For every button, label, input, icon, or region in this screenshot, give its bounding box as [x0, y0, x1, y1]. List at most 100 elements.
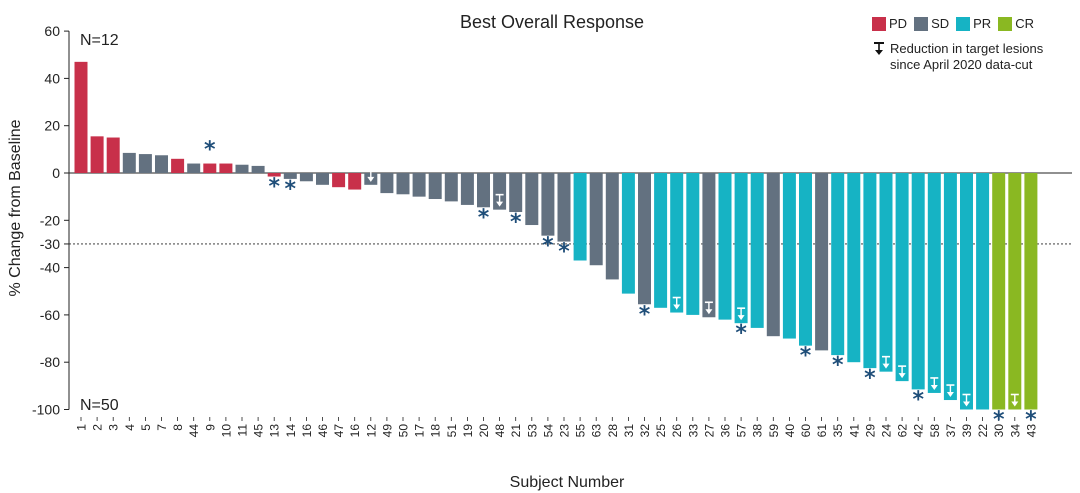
- bar: [766, 173, 780, 337]
- reduction-arrow-head: [898, 373, 906, 379]
- x-tick-label: 4: [123, 424, 137, 431]
- x-tick-label: 9: [203, 424, 217, 431]
- x-tick-label: 16: [300, 424, 314, 438]
- x-tick-label: 17: [413, 424, 427, 438]
- bar: [638, 173, 651, 305]
- chart-bars: [74, 61, 1038, 410]
- x-tick-label: 24: [880, 424, 894, 438]
- reduction-arrow-icon: [737, 307, 746, 321]
- bar: [251, 165, 265, 173]
- x-tick-label: 39: [960, 424, 974, 438]
- x-tick-label: 10: [219, 424, 233, 438]
- x-tick-label: 62: [896, 424, 910, 438]
- asterisk-marker: *: [204, 138, 216, 163]
- reduction-arrow-head: [963, 401, 970, 407]
- x-tick-label: 37: [944, 424, 958, 438]
- y-tick-label: -20: [40, 212, 60, 228]
- bar: [879, 173, 893, 372]
- x-tick-label: 14: [284, 424, 298, 438]
- x-tick-label: 1: [75, 424, 89, 431]
- asterisk-marker: *: [800, 344, 812, 369]
- x-tick-label: 32: [638, 424, 652, 438]
- bar: [573, 173, 587, 261]
- x-tick-label: 26: [670, 424, 684, 438]
- asterisk-marker: *: [832, 353, 844, 378]
- asterisk-marker: *: [1025, 408, 1037, 433]
- down-arrow-icon: [874, 42, 884, 55]
- y-tick-label: 0: [52, 165, 60, 181]
- bar: [976, 173, 990, 410]
- x-tick-label: 44: [187, 424, 201, 438]
- n-top-label: N=12: [80, 32, 119, 49]
- bar: [396, 173, 410, 195]
- bar: [74, 61, 88, 173]
- bar: [943, 173, 957, 401]
- bar: [589, 173, 603, 266]
- x-tick-label: 58: [928, 424, 942, 438]
- y-tick-label: -30: [40, 236, 60, 252]
- x-tick-label: 27: [702, 424, 716, 438]
- legend-item-sd: SD: [914, 16, 949, 31]
- reduction-arrow-icon: [704, 301, 713, 315]
- x-tick-label: 60: [799, 424, 813, 438]
- asterisk-marker: *: [993, 408, 1005, 433]
- reduction-arrow-icon: [946, 384, 955, 398]
- bar: [90, 136, 104, 173]
- asterisk-marker: *: [912, 387, 924, 412]
- bar: [380, 173, 394, 194]
- asterisk-marker: *: [268, 175, 280, 200]
- bar: [155, 155, 168, 173]
- reduction-arrow-head: [930, 384, 938, 390]
- x-tick-label: 33: [686, 424, 700, 438]
- reduction-arrow-head: [673, 304, 681, 310]
- bar: [138, 154, 152, 173]
- reduction-arrow-head: [496, 201, 504, 207]
- legend-label-sd: SD: [931, 16, 950, 31]
- x-tick-label: 12: [364, 424, 378, 438]
- x-tick-label: 8: [171, 424, 185, 431]
- bar: [654, 173, 668, 308]
- bar: [235, 164, 249, 173]
- bar: [203, 163, 217, 173]
- asterisk-marker: *: [510, 210, 522, 235]
- chart-annotations: ** ** ** **** **** *: [204, 138, 1037, 433]
- bar: [815, 173, 829, 351]
- y-tick-label: -60: [40, 307, 60, 323]
- legend-item-pr: PR: [956, 16, 991, 31]
- bar: [960, 173, 973, 410]
- x-tick-label: 47: [332, 424, 346, 438]
- asterisk-marker: *: [478, 205, 490, 230]
- bar: [316, 173, 329, 185]
- bar: [702, 173, 716, 318]
- reduction-arrow-head: [737, 315, 745, 321]
- asterisk-marker: *: [864, 366, 876, 391]
- x-tick-label: 50: [397, 424, 411, 438]
- x-tick-label: 45: [252, 424, 266, 438]
- asterisk-marker: *: [542, 234, 554, 259]
- reduction-arrow-head: [946, 392, 954, 398]
- legend-swatch-cr: [998, 16, 1013, 31]
- reduction-arrow-icon: [898, 365, 907, 379]
- bar: [348, 173, 362, 190]
- x-tick-label: 22: [976, 424, 990, 438]
- y-tick-label: 40: [44, 70, 60, 86]
- reduction-arrow-icon: [1010, 393, 1019, 407]
- x-tick-label: 31: [622, 424, 636, 438]
- x-tick-label: 35: [831, 424, 845, 438]
- bar: [621, 173, 635, 294]
- bar: [267, 173, 281, 177]
- x-tick-label: 54: [541, 424, 555, 438]
- bar: [895, 173, 909, 382]
- y-tick-label: 60: [44, 23, 60, 39]
- bar: [557, 173, 571, 242]
- x-tick-label: 51: [445, 424, 459, 438]
- bar: [509, 173, 523, 213]
- reduction-arrow-icon: [672, 296, 681, 310]
- legend-status-row: PD SD PR CR: [872, 16, 1043, 31]
- x-tick-label: 43: [1024, 424, 1038, 438]
- x-tick-label: 55: [574, 424, 588, 438]
- legend-item-cr: CR: [998, 16, 1034, 31]
- x-tick-label: 42: [912, 424, 926, 438]
- x-tick-label: 36: [719, 424, 733, 438]
- bar: [283, 173, 297, 179]
